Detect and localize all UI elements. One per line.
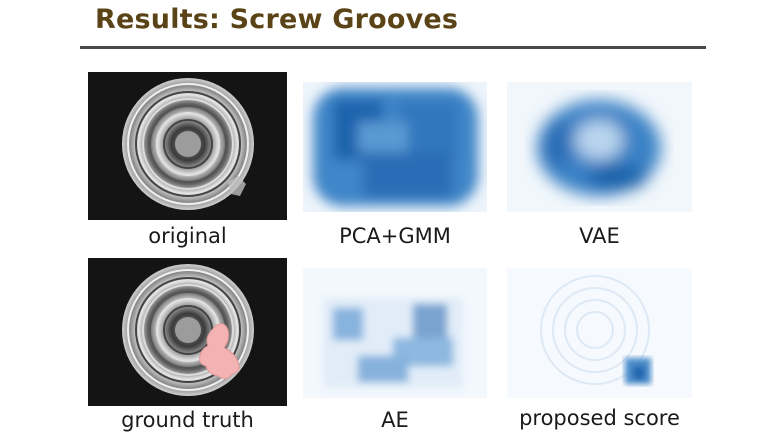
pca-gmm-heatmap [303,82,487,212]
caption-pca-gmm: PCA+GMM [339,224,451,248]
original-image [88,72,287,220]
slide-title: Results: Screw Grooves [95,4,459,35]
caption-ground-truth: ground truth [121,408,254,432]
ae-heatmap [303,268,487,398]
caption-ae: AE [381,408,409,432]
anomaly-mask [199,323,240,380]
caption-proposed-score: proposed score [519,406,680,430]
proposed-score-heatmap [507,268,692,398]
vae-heatmap [507,82,692,212]
title-divider [80,46,706,49]
caption-vae: VAE [579,224,620,248]
ground-truth-image [88,258,287,406]
caption-original: original [148,224,227,248]
